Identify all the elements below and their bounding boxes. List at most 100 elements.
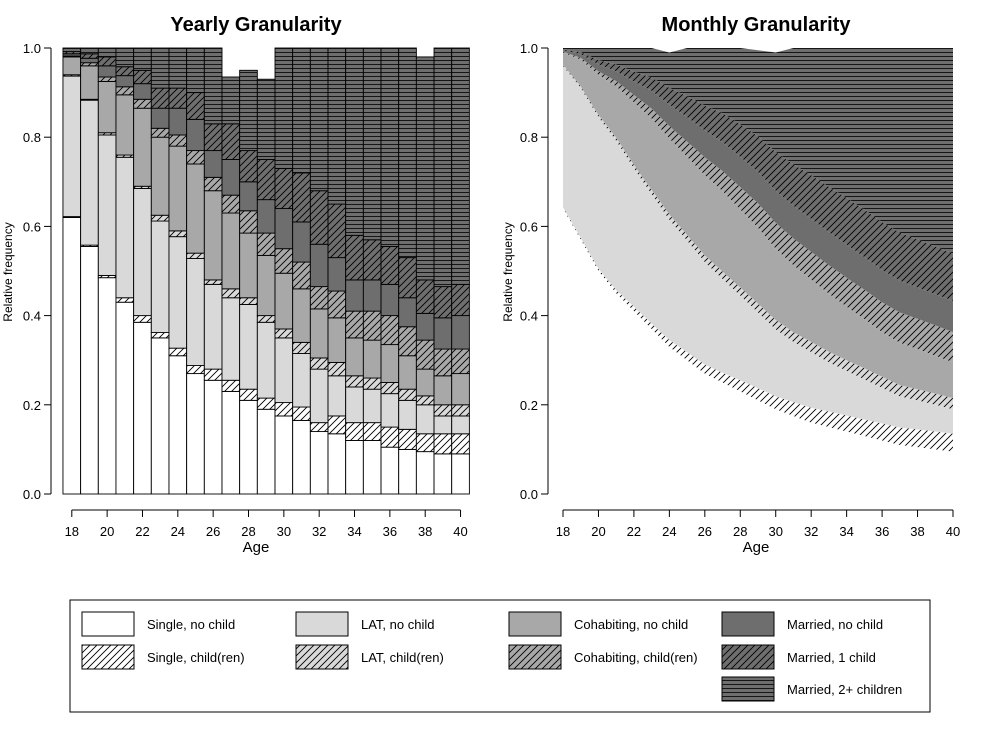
bar-single-no-child-age-35 <box>362 440 382 495</box>
bar-married-1-child-age-24 <box>168 87 188 109</box>
legend-swatch <box>721 676 775 702</box>
bar-lat-child-ren-age-26 <box>203 279 223 285</box>
bar-married-1-child-age-32 <box>309 190 329 245</box>
bar-lat-no-child-age-24 <box>168 236 188 349</box>
yearly-chart: Yearly Granularity 0.0 0.2 0.4 0.6 0.8 1.0 18 2… <box>1 14 470 556</box>
x-tick-label: 38 <box>910 524 924 539</box>
bar-married-1-child-age-22 <box>133 69 152 85</box>
y-tick-label: 0.8 <box>520 130 538 145</box>
bar-cohabiting-no-child-age-36 <box>380 344 400 383</box>
bar-married-2-children-age-29 <box>256 78 276 160</box>
area-single-no-child <box>563 208 953 494</box>
bar-cohabiting-no-child-age-24 <box>168 145 188 232</box>
x-tick-label: 18 <box>65 524 79 539</box>
legend-label: Single, no child <box>147 617 235 632</box>
bar-cohabiting-child-ren-age-31 <box>292 261 311 290</box>
bar-single-child-ren-age-26 <box>203 368 223 381</box>
bar-married-1-child-age-39 <box>433 286 453 319</box>
bar-married-1-child-age-31 <box>292 172 311 223</box>
bar-married-2-children-age-24 <box>168 47 188 89</box>
bar-single-no-child-age-33 <box>327 433 347 495</box>
legend-swatch <box>721 611 775 637</box>
bar-married-2-children-age-28 <box>239 69 258 152</box>
bar-married-2-children-age-26 <box>203 47 223 125</box>
legend-swatch <box>81 644 135 670</box>
bar-married-1-child-age-33 <box>327 203 347 259</box>
bar-lat-child-ren-age-31 <box>292 341 311 354</box>
bar-single-no-child-age-40 <box>451 453 470 495</box>
bar-cohabiting-child-ren-age-20 <box>97 76 117 82</box>
bar-married-no-child-age-32 <box>309 243 329 288</box>
bar-lat-child-ren-age-23 <box>150 214 170 222</box>
bar-cohabiting-child-ren-age-30 <box>274 248 294 274</box>
bar-single-no-child-age-27 <box>221 390 241 495</box>
bar-married-no-child-age-21 <box>115 75 135 88</box>
bar-cohabiting-child-ren-age-37 <box>398 326 417 357</box>
bar-lat-child-ren-age-33 <box>327 361 347 377</box>
bar-single-no-child-age-18 <box>62 217 82 495</box>
bar-married-2-children-age-21 <box>115 47 135 68</box>
bar-married-1-child-age-38 <box>415 279 435 314</box>
bar-single-no-child-age-29 <box>256 408 276 495</box>
bar-cohabiting-no-child-age-31 <box>292 288 311 343</box>
bar-married-1-child-age-27 <box>221 123 241 160</box>
y-tick-label: 0.2 <box>23 398 41 413</box>
y-tick-label: 0.6 <box>23 219 41 234</box>
bar-cohabiting-no-child-age-19 <box>80 65 99 100</box>
bar-cohabiting-no-child-age-33 <box>327 317 347 363</box>
bar-cohabiting-child-ren-age-33 <box>327 290 347 319</box>
bar-lat-no-child-age-28 <box>239 304 258 390</box>
y-tick-label: 1.0 <box>520 41 538 56</box>
bar-lat-no-child-age-23 <box>150 220 170 334</box>
bar-lat-no-child-age-30 <box>274 337 294 404</box>
bar-lat-no-child-age-25 <box>186 258 205 367</box>
monthly-x-axis-label: Age <box>743 539 770 556</box>
bar-married-2-children-age-19 <box>80 47 99 55</box>
legend-item-lat-child-ren: LAT, child(ren) <box>295 644 444 670</box>
area-cohabiting-no-child <box>563 52 953 399</box>
bar-married-no-child-age-26 <box>203 150 223 178</box>
bar-single-child-ren-age-22 <box>133 315 152 323</box>
bar-cohabiting-child-ren-age-36 <box>380 315 400 346</box>
yearly-chart-title: Yearly Granularity <box>170 14 342 36</box>
bar-lat-no-child-age-38 <box>415 404 435 435</box>
bar-cohabiting-no-child-age-20 <box>97 80 117 134</box>
bar-married-2-children-age-33 <box>327 47 347 205</box>
legend-swatch <box>295 644 349 670</box>
bar-cohabiting-no-child-age-35 <box>362 339 382 379</box>
bar-married-1-child-age-36 <box>380 246 400 285</box>
bar-married-no-child-age-33 <box>327 257 347 292</box>
bar-lat-no-child-age-36 <box>380 393 400 428</box>
bar-single-no-child-age-31 <box>292 419 311 495</box>
bar-single-no-child-age-38 <box>415 451 435 495</box>
bar-married-no-child-age-19 <box>80 57 99 64</box>
legend-label: Married, no child <box>787 617 883 632</box>
bar-married-2-children-age-38 <box>415 56 435 281</box>
bar-married-2-children-age-32 <box>309 47 329 192</box>
bar-married-no-child-age-34 <box>345 279 364 312</box>
x-tick-label: 32 <box>312 524 326 539</box>
bar-lat-no-child-age-35 <box>362 388 382 424</box>
x-tick-label: 22 <box>135 524 149 539</box>
bar-married-1-child-age-37 <box>398 257 417 299</box>
x-tick-label: 40 <box>453 524 467 539</box>
bar-married-1-child-age-34 <box>345 234 364 281</box>
bar-cohabiting-no-child-age-21 <box>115 94 135 156</box>
legend-swatch <box>81 611 135 637</box>
bar-lat-child-ren-age-30 <box>274 328 294 339</box>
bar-single-child-ren-age-32 <box>309 422 329 433</box>
bar-single-child-ren-age-37 <box>398 428 417 450</box>
legend-item-cohabiting-no-child: Cohabiting, no child <box>508 611 688 637</box>
bar-married-2-children-age-25 <box>186 47 205 94</box>
bar-lat-no-child-age-37 <box>398 399 417 430</box>
bar-single-child-ren-age-21 <box>115 297 135 303</box>
monthly-y-axis-label: Relative frequency <box>501 222 515 321</box>
bar-lat-no-child-age-19 <box>80 99 99 246</box>
bar-lat-child-ren-age-28 <box>239 297 258 305</box>
bar-married-1-child-age-19 <box>80 53 99 59</box>
bar-cohabiting-no-child-age-28 <box>239 232 258 299</box>
bar-married-2-children-age-40 <box>451 47 470 285</box>
y-tick-label: 0.4 <box>23 309 41 324</box>
x-tick-label: 40 <box>946 524 960 539</box>
